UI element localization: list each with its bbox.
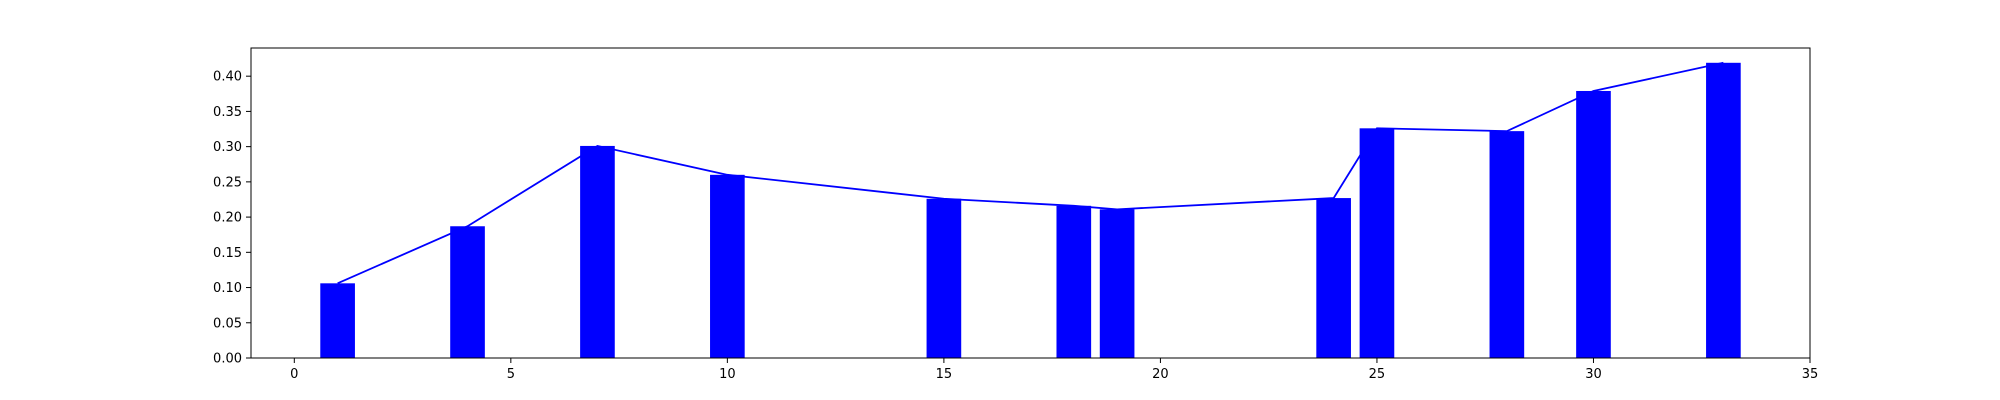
y-tick-label: 0.25 bbox=[213, 175, 242, 190]
bar bbox=[1056, 205, 1092, 358]
x-tick-label: 5 bbox=[507, 367, 515, 382]
bar bbox=[450, 226, 485, 358]
plot-frame bbox=[250, 47, 1811, 359]
bar bbox=[1359, 128, 1395, 358]
bar bbox=[320, 283, 355, 358]
x-tick-label: 35 bbox=[1802, 367, 1819, 382]
x-axis: 0 5 10 15 20 25 30 35 bbox=[290, 358, 1818, 382]
x-tick-label: 20 bbox=[1152, 367, 1169, 382]
bar bbox=[926, 198, 962, 358]
y-tick-label: 0.15 bbox=[213, 246, 242, 261]
y-axis: 0.00 0.05 0.10 0.15 0.20 0.25 0.30 0.35 0.40 bbox=[213, 70, 251, 367]
x-tick-label: 30 bbox=[1585, 367, 1602, 382]
y-tick-label: 0.35 bbox=[213, 105, 242, 120]
y-tick-label: 0.05 bbox=[213, 316, 242, 331]
series-line bbox=[337, 61, 1724, 285]
x-tick-label: 15 bbox=[936, 367, 953, 382]
x-tick-label: 10 bbox=[719, 367, 736, 382]
y-tick-label: 0.30 bbox=[213, 140, 242, 155]
x-tick-label: 0 bbox=[290, 367, 298, 382]
bar bbox=[1099, 209, 1135, 358]
bar bbox=[1706, 62, 1741, 358]
bar bbox=[580, 145, 615, 358]
y-tick-label: 0.40 bbox=[213, 70, 242, 85]
bar bbox=[1316, 198, 1351, 358]
x-tick-label: 25 bbox=[1369, 367, 1386, 382]
y-tick-label: 0.00 bbox=[213, 352, 242, 367]
bars-layer bbox=[320, 62, 1741, 359]
y-tick-label: 0.20 bbox=[213, 211, 242, 226]
bar bbox=[1489, 131, 1525, 358]
y-tick-label: 0.10 bbox=[213, 281, 242, 296]
bar bbox=[1576, 90, 1611, 359]
bar bbox=[710, 174, 745, 358]
line-layer bbox=[337, 61, 1724, 285]
